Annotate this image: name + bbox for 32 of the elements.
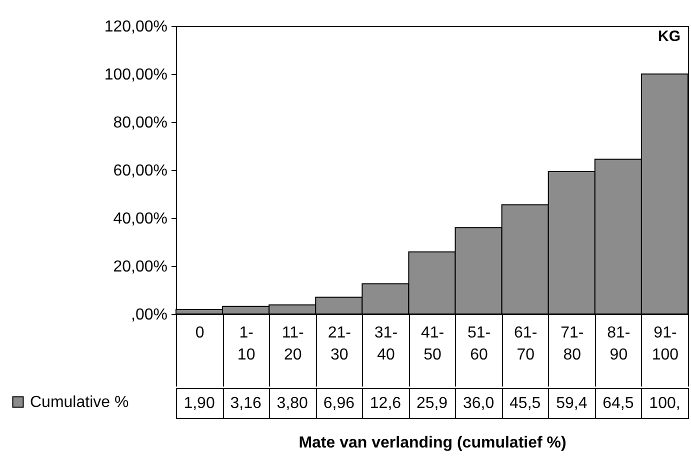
x-tick-label: 61-70 xyxy=(514,324,538,364)
y-tick-label: 100,00% xyxy=(104,66,168,84)
data-label: 59,4 xyxy=(556,395,588,412)
data-label: 64,5 xyxy=(602,395,634,412)
x-tick-label: 21-30 xyxy=(328,324,351,364)
x-tick-label: 41-50 xyxy=(420,324,444,364)
data-label: 45,5 xyxy=(510,395,541,412)
x-tick-label: 31-40 xyxy=(374,324,398,364)
y-tick-label: 20,00% xyxy=(113,258,168,276)
x-axis-title: Mate van verlanding (cumulatief %) xyxy=(298,434,566,452)
x-tick-label: 81-90 xyxy=(607,324,630,364)
x-tick-label: 51-60 xyxy=(467,324,491,364)
data-label: 36,0 xyxy=(462,395,494,412)
data-label: 100, xyxy=(649,395,680,412)
x-tick-label: 0 xyxy=(195,324,204,342)
y-tick-label: 60,00% xyxy=(113,162,168,180)
data-label: 3,80 xyxy=(276,395,308,412)
data-label: 12,6 xyxy=(370,395,402,412)
y-tick-label: 120,00% xyxy=(104,18,168,36)
data-label: 6,96 xyxy=(323,395,355,412)
chart-title: KG xyxy=(658,28,680,45)
y-tick-label: ,00% xyxy=(131,306,168,324)
data-label: 3,16 xyxy=(230,395,262,412)
y-tick-label: 80,00% xyxy=(113,114,168,132)
x-tick-label: 71-80 xyxy=(560,324,584,364)
x-tick-label: 11-20 xyxy=(282,324,304,364)
data-label: 1,90 xyxy=(184,395,215,412)
y-tick-label: 40,00% xyxy=(113,210,168,228)
legend-label: Cumulative % xyxy=(30,394,129,411)
x-tick-label: 1-10 xyxy=(237,324,256,364)
data-label: 25,9 xyxy=(416,395,448,412)
x-tick-label: 91-100 xyxy=(652,324,679,364)
